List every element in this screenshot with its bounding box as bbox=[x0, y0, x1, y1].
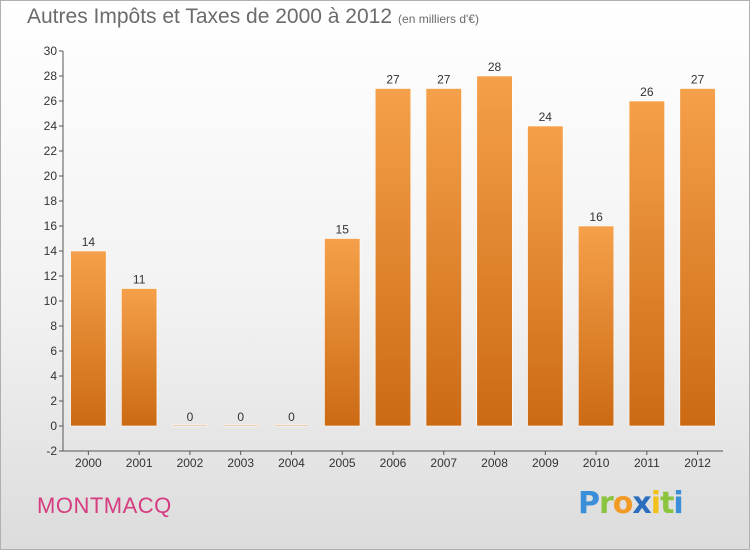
x-tick-label: 2005 bbox=[329, 456, 356, 470]
bar-2010[interactable] bbox=[578, 225, 615, 427]
logo-letter: P bbox=[578, 486, 600, 521]
y-tick-label: 30 bbox=[44, 44, 58, 58]
y-tick-label: 12 bbox=[44, 269, 58, 283]
x-tick-label: 2012 bbox=[684, 456, 711, 470]
chart-unit-note: (en milliers d'€) bbox=[398, 12, 480, 26]
logo-letter: t bbox=[660, 486, 674, 521]
bar-2012[interactable] bbox=[679, 88, 716, 427]
logo-letter: i bbox=[673, 486, 683, 521]
y-tick-label: 24 bbox=[44, 119, 58, 133]
y-tick-label: 10 bbox=[44, 294, 58, 308]
y-tick-label: 0 bbox=[50, 419, 57, 433]
y-tick-label: 28 bbox=[44, 69, 58, 83]
y-tick-label: 14 bbox=[44, 244, 58, 258]
x-tick-label: 2000 bbox=[75, 456, 102, 470]
x-tick-label: 2010 bbox=[583, 456, 610, 470]
data-label-2011: 26 bbox=[640, 85, 654, 99]
y-tick-label: 8 bbox=[50, 319, 57, 333]
bars bbox=[70, 75, 716, 427]
data-label-2005: 15 bbox=[336, 223, 350, 237]
x-tick-label: 2008 bbox=[481, 456, 508, 470]
bar-2009[interactable] bbox=[527, 125, 564, 427]
y-tick-label: 22 bbox=[44, 144, 58, 158]
x-tick-label: 2004 bbox=[278, 456, 305, 470]
data-label-2010: 16 bbox=[589, 210, 603, 224]
data-label-2004: 0 bbox=[288, 410, 295, 424]
y-tick-label: 26 bbox=[44, 94, 58, 108]
city-name: MONTMACQ bbox=[37, 493, 172, 518]
bar-2001[interactable] bbox=[121, 288, 158, 427]
bar-2008[interactable] bbox=[476, 75, 513, 427]
y-tick-label: 20 bbox=[44, 169, 58, 183]
bar-2006[interactable] bbox=[374, 88, 412, 427]
bar-2005[interactable] bbox=[324, 238, 361, 427]
logo-letter: o bbox=[612, 486, 634, 521]
x-tick-label: 2011 bbox=[634, 456, 660, 470]
data-label-2009: 24 bbox=[539, 110, 553, 124]
y-tick-label: -2 bbox=[46, 444, 57, 458]
x-tick-label: 2006 bbox=[380, 456, 407, 470]
y-tick-label: 18 bbox=[44, 194, 58, 208]
y-tick-label: 6 bbox=[50, 344, 57, 358]
bar-2000[interactable] bbox=[70, 250, 107, 427]
y-tick-label: 16 bbox=[44, 219, 58, 233]
data-label-2008: 28 bbox=[488, 60, 502, 74]
logo-letter: r bbox=[599, 486, 614, 521]
bar-2007[interactable] bbox=[425, 88, 462, 427]
data-label-2012: 27 bbox=[691, 73, 705, 87]
proxiti-logo[interactable]: Proxiti bbox=[578, 486, 684, 521]
data-label-2003: 0 bbox=[237, 410, 244, 424]
y-tick-label: 4 bbox=[50, 369, 57, 383]
data-label-2002: 0 bbox=[187, 410, 194, 424]
bar-2003[interactable] bbox=[222, 424, 259, 427]
bar-2004[interactable] bbox=[273, 424, 310, 427]
logo-letter: x bbox=[632, 486, 651, 521]
data-label-2006: 27 bbox=[386, 73, 400, 87]
x-axis: 2000 2001 2002 2003 2004 2005 2006 2007 2008 2009… bbox=[63, 450, 723, 470]
x-tick-label: 2002 bbox=[177, 456, 204, 470]
logo-letter: i bbox=[650, 486, 661, 521]
chart-title-text: Autres Impôts et Taxes de 2000 à 2012 bbox=[27, 5, 393, 28]
data-label-2001: 11 bbox=[133, 273, 146, 287]
bar-2002[interactable] bbox=[171, 424, 208, 427]
x-tick-label: 2009 bbox=[532, 456, 559, 470]
data-label-2007: 27 bbox=[437, 73, 451, 87]
data-label-2000: 14 bbox=[82, 235, 96, 249]
bar-2011[interactable] bbox=[628, 100, 665, 427]
chart-title: Autres Impôts et Taxes de 2000 à 2012 (en… bbox=[27, 5, 479, 29]
data-labels: 14 11 0 0 0 15 27 27 28 24 16 26 27 bbox=[82, 60, 705, 424]
y-tick-label: 2 bbox=[50, 394, 57, 408]
x-tick-label: 2003 bbox=[227, 456, 254, 470]
x-tick-label: 2001 bbox=[126, 456, 153, 470]
x-tick-label: 2007 bbox=[430, 456, 457, 470]
